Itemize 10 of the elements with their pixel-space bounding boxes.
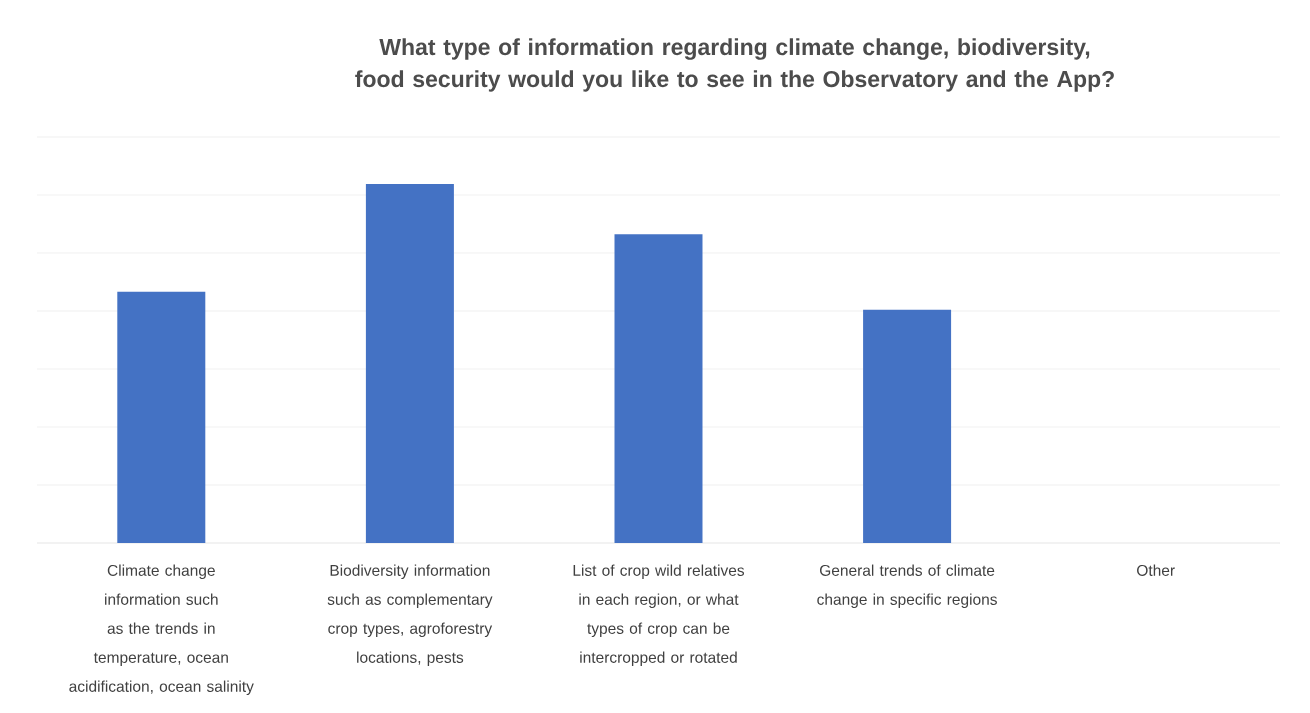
bar	[614, 234, 703, 543]
x-tick-label: Biodiversity information such as complementary crop types, agroforestry locations, pests	[327, 564, 493, 666]
x-tick-label: List of crop wild relatives in each region, or what types of crop can be intercropped or rotated	[573, 564, 745, 666]
x-tick-label: General trends of climate change in specific regions	[817, 564, 997, 608]
bar	[365, 184, 454, 543]
bar	[117, 291, 206, 543]
category-label: Climate change information such as the trends in temperature, ocean acidification, ocean salinity	[69, 564, 254, 695]
chart-title: What type of information regarding climate change, biodiversity, food security would you like to see in the Observatory and the App?	[355, 38, 1114, 92]
bar	[863, 309, 952, 543]
x-tick-label: Other	[1137, 564, 1175, 576]
